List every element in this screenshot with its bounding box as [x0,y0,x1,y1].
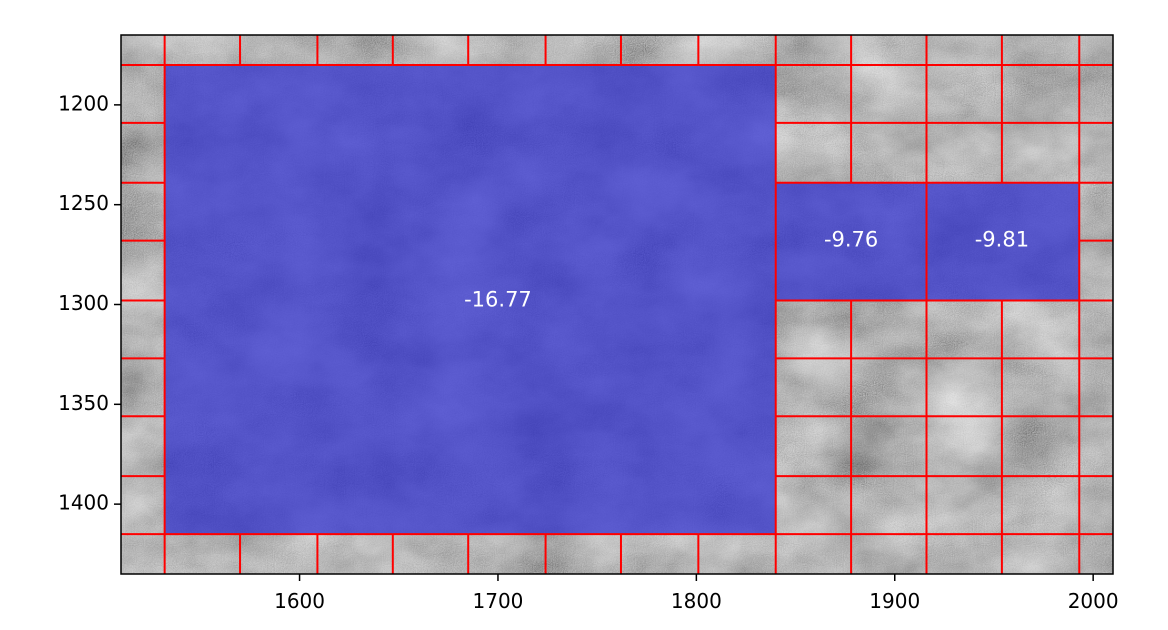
y-tick-label-0: 1200 [58,91,109,115]
x-tick-label-2: 1800 [671,589,722,613]
region-2 [926,182,1080,301]
regions-layer [164,64,1080,535]
region-label-2: -9.81 [975,228,1029,252]
x-tick-label-1: 1700 [473,589,524,613]
x-tick-label-0: 1600 [274,589,325,613]
x-tick-label-3: 1900 [869,589,920,613]
y-tick-label-4: 1400 [58,491,109,515]
y-axis: 1200 1250 1300 1350 1400 [58,91,121,515]
grid-layer [121,35,1113,574]
y-tick-label-1: 1250 [58,191,109,215]
region-label-0: -16.77 [464,288,532,312]
y-tick-label-3: 1350 [58,391,109,415]
region-1 [775,182,927,301]
region-0 [164,64,776,535]
region-labels: -16.77 -9.76 -9.81 [464,228,1029,312]
x-tick-label-4: 2000 [1068,589,1119,613]
plot-area [121,35,1113,574]
y-tick-label-2: 1300 [58,291,109,315]
x-axis: 1600 1700 1800 1900 2000 [274,574,1119,613]
region-label-1: -9.76 [824,228,878,252]
